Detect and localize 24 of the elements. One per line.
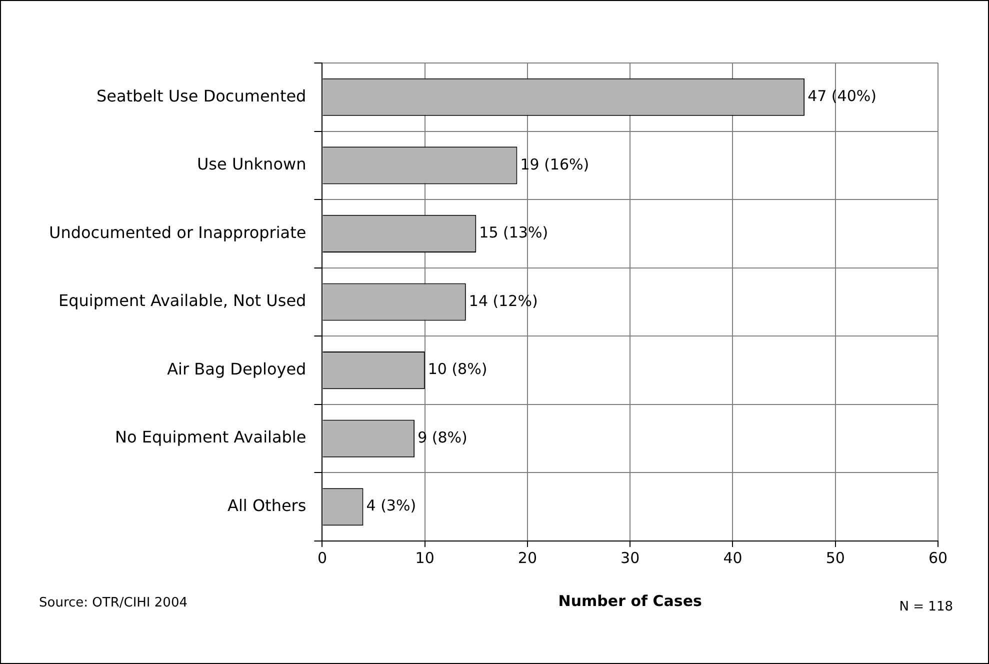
x-tick-label: 30 xyxy=(620,548,640,567)
data-label: 47 (40%) xyxy=(808,87,876,106)
x-tick-label: 20 xyxy=(518,548,538,567)
x-tick-label: 40 xyxy=(723,548,742,567)
y-tick-label: Equipment Available, Not Used xyxy=(58,291,306,310)
source-note: Source: OTR/CIHI 2004 xyxy=(39,595,188,610)
data-label: 15 (13%) xyxy=(479,224,548,242)
text: N = 118 xyxy=(899,599,953,614)
x-tick-label: 0 xyxy=(317,548,327,567)
data-label: 10 (8%) xyxy=(428,360,488,378)
x-tick-label: 60 xyxy=(928,548,948,567)
data-label: 19 (16%) xyxy=(520,155,590,174)
data-label: 4 (3%) xyxy=(366,496,416,515)
y-tick-label: Air Bag Deployed xyxy=(167,359,306,378)
data-label: 14 (12%) xyxy=(468,292,538,310)
x-tick-label: 10 xyxy=(415,548,434,567)
y-tick-label: Undocumented or Inappropriate xyxy=(48,222,306,242)
data-label: 9 (8%) xyxy=(418,428,468,446)
y-tick-label: No Equipment Available xyxy=(115,428,306,447)
y-tick-label: All Others xyxy=(228,496,306,516)
x-axis-title: Number of Cases xyxy=(558,592,702,610)
y-tick-label: Seatbelt Use Documented xyxy=(96,86,306,106)
x-tick-label: 50 xyxy=(826,548,845,567)
y-tick-label: Use Unknown xyxy=(196,154,306,174)
